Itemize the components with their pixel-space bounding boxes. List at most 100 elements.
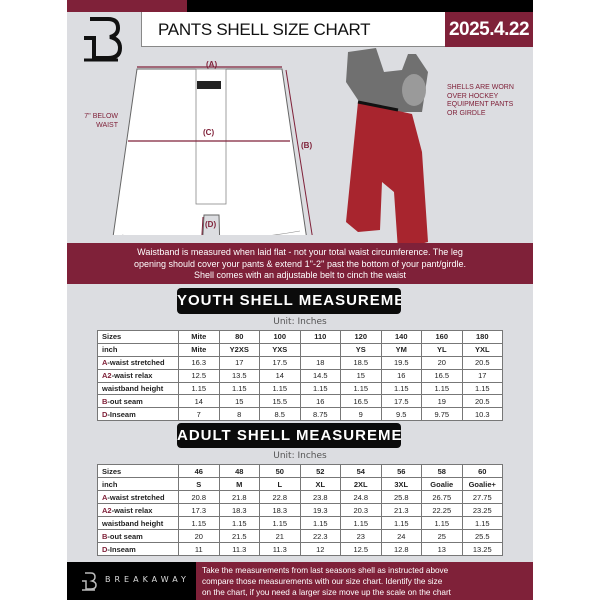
note-line: SHELLS ARE WORN (447, 84, 514, 91)
measure-marker: B (102, 531, 108, 541)
table-cell: 8 (218, 407, 260, 422)
table-cell: 27.75 (461, 490, 503, 504)
row-label-text: -out seam (107, 396, 143, 406)
table-cell: 20 (178, 529, 220, 543)
table-cell: 1.15 (259, 516, 301, 530)
table-cell: 60 (461, 464, 503, 478)
measure-marker: D (102, 544, 108, 554)
table-cell: 46 (178, 464, 220, 478)
table-cell: 20 (421, 355, 463, 370)
row-label-text: -waist relax (111, 371, 153, 381)
table-row: B-out seam 20 21.5 21 22.3 23 24 25 25.5 (97, 529, 503, 543)
table-cell: 17.3 (178, 503, 220, 517)
table-cell: L (259, 477, 301, 491)
youth-heading: YOUTH SHELL MEASUREMENTS (177, 288, 401, 314)
table-cell: 9 (340, 407, 382, 422)
table-cell: 21 (259, 529, 301, 543)
table-row: Sizes Mite 80 100 110 120 140 160 180 (97, 330, 503, 344)
table-cell: 1.15 (299, 516, 341, 530)
table-cell: 1.15 (461, 381, 503, 396)
table-cell: 21.8 (218, 490, 260, 504)
youth-size-table: Sizes Mite 80 100 110 120 140 160 180 inch Mite Y2X… (97, 330, 503, 422)
table-cell: 110 (299, 330, 341, 344)
info-band: Waistband is measured when laid flat - n… (67, 243, 533, 284)
shell-note: SHELLS ARE WORN OVER HOCKEY EQUIPMENT PANT… (447, 84, 514, 118)
row-label: waistband height (97, 381, 179, 396)
table-cell: Y2XS (218, 342, 260, 357)
table-cell: 17 (461, 368, 503, 383)
brand-name: BREAKAWAY (105, 575, 190, 584)
table-cell: Mite (178, 330, 220, 344)
below-waist-note: 7'' BELOW WAIST (80, 112, 118, 130)
table-cell: 14.5 (299, 368, 341, 383)
brand-logo (84, 17, 123, 62)
measure-marker: B (102, 396, 108, 406)
table-cell: 14 (259, 368, 301, 383)
table-cell: 23 (340, 529, 382, 543)
table-cell: 56 (380, 464, 422, 478)
row-label-text: Sizes (102, 332, 122, 342)
table-row: D-Inseam 11 11.3 11.3 12 12.5 12.8 13 13.25 (97, 542, 503, 556)
table-cell: 1.15 (178, 381, 220, 396)
row-label: A-waist stretched (97, 490, 179, 504)
table-cell: YL (421, 342, 463, 357)
table-cell: 12.5 (178, 368, 220, 383)
measure-marker: A (102, 358, 108, 368)
table-cell: 22.8 (259, 490, 301, 504)
title-box: PANTS SHELL SIZE CHART (141, 12, 445, 47)
table-cell: 1.15 (340, 516, 382, 530)
table-cell: 20.3 (340, 503, 382, 517)
row-label-text: waistband height (102, 518, 164, 528)
footer-line: on the chart, if you need a larger size … (202, 588, 451, 597)
table-cell: 15 (340, 368, 382, 383)
table-cell: 54 (340, 464, 382, 478)
table-cell: 8.75 (299, 407, 341, 422)
table-cell: 24.8 (340, 490, 382, 504)
table-cell: XL (299, 477, 341, 491)
table-cell: 20.8 (178, 490, 220, 504)
table-cell: 19.5 (380, 355, 422, 370)
table-cell: YS (340, 342, 382, 357)
table-cell: 21.3 (380, 503, 422, 517)
table-cell: 20.5 (461, 355, 503, 370)
table-cell: 2XL (340, 477, 382, 491)
table-cell: 19.3 (299, 503, 341, 517)
table-cell: 1.15 (218, 516, 260, 530)
table-cell: S (178, 477, 220, 491)
row-label-text: -waist stretched (107, 358, 165, 368)
date-badge: 2025.4.22 (445, 12, 533, 47)
row-label: A2-waist relax (97, 368, 179, 383)
table-cell: 1.15 (380, 381, 422, 396)
table-cell: 20.5 (461, 394, 503, 409)
table-cell: 15 (218, 394, 260, 409)
row-label: waistband height (97, 516, 179, 530)
table-cell: 12.8 (380, 542, 422, 556)
table-cell: 50 (259, 464, 301, 478)
table-row: D-Inseam 7 8 8.5 8.75 9 9.5 9.75 10.3 (97, 407, 503, 422)
table-cell: YXS (259, 342, 301, 357)
table-row: inch S M L XL 2XL 3XL Goalie Goalie+ (97, 477, 503, 491)
table-cell: 1.15 (259, 381, 301, 396)
row-label: Sizes (97, 464, 179, 478)
table-cell: 13.5 (218, 368, 260, 383)
row-label: A2-waist relax (97, 503, 179, 517)
footer-line: compare those measurements with our size… (202, 577, 443, 586)
row-label-text: inch (102, 345, 118, 355)
table-cell: 9.5 (380, 407, 422, 422)
table-cell: 80 (218, 330, 260, 344)
table-cell: 18.3 (259, 503, 301, 517)
table-cell: 24 (380, 529, 422, 543)
label-c: (C) (203, 128, 215, 137)
info-line: Shell comes with an adjustable belt to c… (193, 270, 407, 280)
measure-marker: A2 (102, 505, 112, 515)
table-cell: 12 (299, 542, 341, 556)
table-cell: 11.3 (218, 542, 260, 556)
table-cell: 14 (178, 394, 220, 409)
table-row: A2-waist relax 17.3 18.3 18.3 19.3 20.3 21.3 22… (97, 503, 503, 517)
footer-brand: BREAKAWAY (67, 562, 196, 600)
measure-marker: A2 (102, 371, 112, 381)
row-label: A-waist stretched (97, 355, 179, 370)
table-cell: 21.5 (218, 529, 260, 543)
measure-marker: A (102, 492, 108, 502)
table-cell: 17 (218, 355, 260, 370)
